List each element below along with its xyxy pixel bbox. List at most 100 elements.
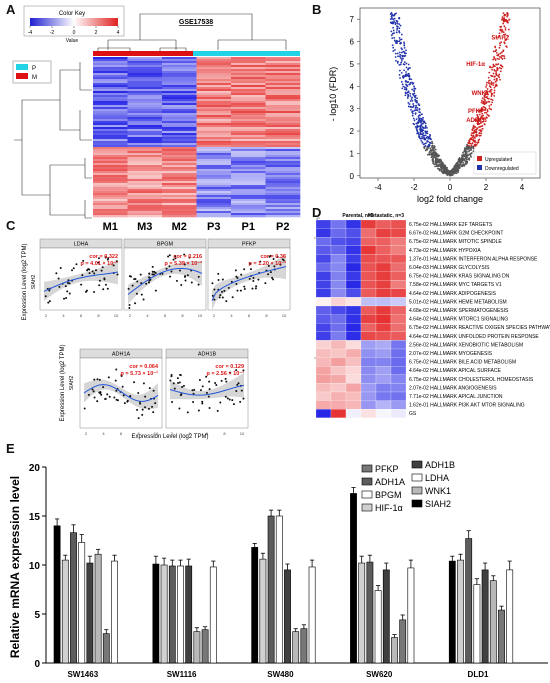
gsea-cell <box>390 357 407 367</box>
heatmap-cell <box>162 197 197 200</box>
heatmap-cell <box>265 171 301 174</box>
volcano-point <box>501 65 504 68</box>
heatmap-cell <box>162 99 197 102</box>
heatmap-cell <box>162 195 197 198</box>
heatmap-cell <box>162 65 197 68</box>
volcano-point <box>411 81 413 84</box>
heatmap-cell <box>231 177 266 180</box>
heatmap-cell <box>231 95 266 98</box>
volcano-point <box>414 87 417 90</box>
corr-point <box>83 407 86 410</box>
heatmap-cell <box>162 125 197 128</box>
heatmap-cell <box>127 147 163 150</box>
heatmap-cell <box>196 101 232 104</box>
heatmap-cell <box>265 113 301 116</box>
gsea-cell <box>360 280 377 289</box>
volcano-point <box>407 72 410 75</box>
heatmap-cell <box>127 151 163 154</box>
volcano-point <box>507 21 509 24</box>
legend-label-m: M <box>32 75 37 81</box>
heatmap-cell <box>127 191 163 194</box>
volcano-point <box>400 80 403 83</box>
volcano-point <box>503 42 506 45</box>
corr-point <box>147 407 150 410</box>
corr-point <box>252 277 255 280</box>
heatmap-cell <box>93 161 128 164</box>
gsea-cell <box>315 383 332 393</box>
volcano-point <box>495 74 498 77</box>
volcano-point <box>461 158 464 160</box>
panel-a-heatmap: Color Key -4 -2 0 2 4 Value GSE17538 P M M1 M… <box>12 5 301 232</box>
volcano-point <box>417 119 420 122</box>
volcano-point <box>485 86 487 88</box>
bar-mark <box>193 631 201 664</box>
heatmap-cell <box>93 211 128 214</box>
volcano-point <box>496 57 499 60</box>
volcano-point <box>455 167 457 170</box>
heatmap-cell <box>93 165 128 168</box>
heatmap-cell <box>265 71 301 74</box>
gsea-cell <box>390 323 407 332</box>
gsea-cell <box>390 228 407 238</box>
heatmap-cell <box>231 139 266 142</box>
heatmap-cell <box>196 181 232 184</box>
heatmap-cell <box>93 149 128 152</box>
gsea-row-label: 2.07e-02 HALLMARK MYOGENESIS <box>409 351 493 357</box>
heatmap-cell <box>162 107 197 110</box>
corr-xtick-label: 2 <box>85 431 88 436</box>
column-dendrogram <box>97 13 287 52</box>
heatmap-cell <box>127 129 163 132</box>
volcano-point <box>464 152 467 155</box>
volcano-point <box>418 133 420 136</box>
heatmap-cell <box>93 63 128 66</box>
gsea-cell <box>315 219 332 229</box>
corr-point <box>205 375 208 378</box>
heatmap-cell <box>265 117 301 120</box>
heatmap-cell <box>93 177 128 180</box>
heatmap-cell <box>265 95 301 98</box>
heatmap-cell <box>265 89 301 92</box>
volcano-point <box>398 17 401 20</box>
heatmap-cell <box>265 139 301 142</box>
heatmap-cell <box>127 165 163 168</box>
bar-ytick-label: 10 <box>29 561 41 572</box>
volcano-point <box>439 159 442 162</box>
gsea-cell <box>315 400 332 410</box>
corr-point <box>190 281 193 284</box>
corr-point <box>236 289 239 292</box>
volcano-point <box>400 61 402 64</box>
heatmap-cell <box>162 147 197 150</box>
gsea-cell <box>330 357 347 367</box>
bar-mark <box>259 558 267 664</box>
heatmap-cell <box>265 195 301 198</box>
volcano-point <box>506 12 509 14</box>
volcano-point <box>434 165 436 168</box>
heatmap-cell <box>196 57 232 60</box>
volcano-point <box>506 15 509 18</box>
volcano-point <box>396 40 399 43</box>
heatmap-cell <box>93 89 128 92</box>
volcano-point <box>485 101 488 104</box>
heatmap-cell <box>162 119 197 122</box>
volcano-point <box>416 125 419 128</box>
heatmap-cell <box>265 61 301 64</box>
volcano-point <box>401 48 404 51</box>
corr-point <box>116 273 119 276</box>
volcano-point <box>487 114 490 117</box>
corr-point <box>48 300 51 303</box>
volcano-point <box>423 120 426 123</box>
heatmap-cell <box>265 77 301 80</box>
volcano-point <box>502 12 505 15</box>
panel-label-b: B <box>312 2 322 17</box>
volcano-point <box>415 118 418 121</box>
gsea-row-label: 1.37e-01 HALLMARK INTERFERON ALPHA RESPO… <box>409 256 538 262</box>
volcano-point <box>498 35 500 37</box>
corr-point <box>84 290 87 293</box>
volcano-point <box>421 141 424 144</box>
bar-category-label: SW1463 <box>67 670 98 679</box>
heatmap-cell <box>265 137 301 140</box>
corr-point <box>173 387 176 390</box>
volcano-point <box>471 136 474 139</box>
volcano-point <box>497 74 500 77</box>
